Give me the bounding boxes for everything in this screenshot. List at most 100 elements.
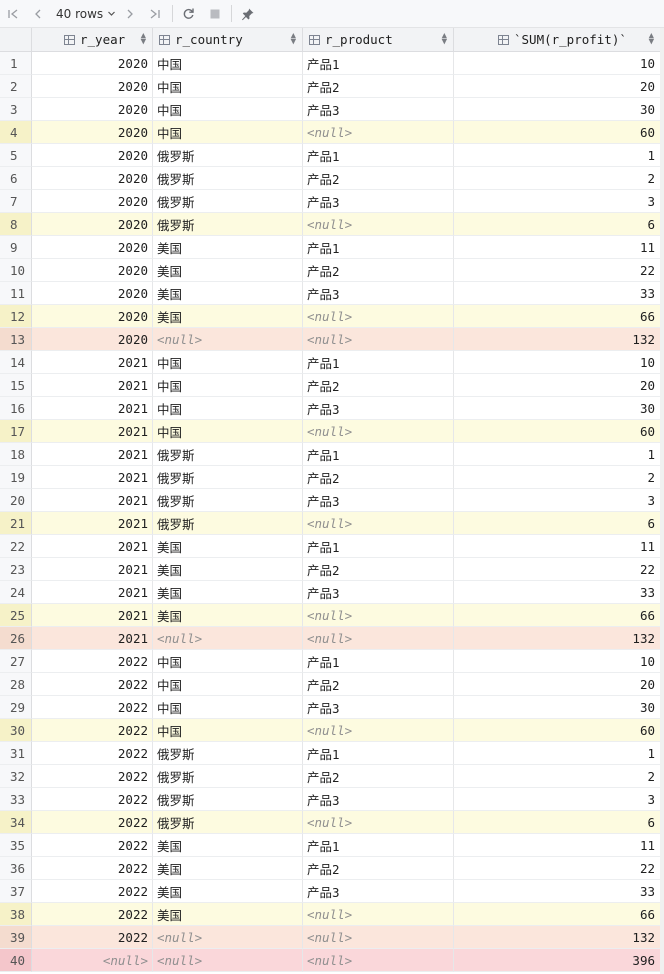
sum-r-profit-cell[interactable]: 10 [454,650,660,673]
r-year-cell[interactable]: 2022 [32,650,153,673]
sum-r-profit-cell[interactable]: 22 [454,857,660,880]
table-row[interactable]: 16 2021 中国 产品3 30 [0,397,664,420]
sum-r-profit-cell[interactable]: 22 [454,558,660,581]
r-product-cell[interactable]: <null> [303,305,454,328]
r-product-cell[interactable]: 产品2 [303,765,454,788]
sum-r-profit-cell[interactable]: 33 [454,581,660,604]
r-year-cell[interactable]: 2021 [32,397,153,420]
r-year-cell[interactable]: 2021 [32,558,153,581]
r-product-cell[interactable]: 产品3 [303,581,454,604]
row-number-cell[interactable]: 38 [0,903,32,926]
sum-r-profit-cell[interactable]: 132 [454,627,660,650]
sum-r-profit-cell[interactable]: 2 [454,167,660,190]
r-country-cell[interactable]: 美国 [153,305,303,328]
r-product-cell[interactable]: <null> [303,719,454,742]
r-country-cell[interactable]: 俄罗斯 [153,742,303,765]
table-row[interactable]: 40 <null> <null> <null> 396 [0,949,664,972]
r-year-cell[interactable]: 2022 [32,742,153,765]
r-country-cell[interactable]: 俄罗斯 [153,489,303,512]
sort-icon[interactable]: ▲ ▼ [648,31,654,47]
sum-r-profit-cell[interactable]: 20 [454,374,660,397]
r-year-cell[interactable]: 2020 [32,144,153,167]
r-country-cell[interactable]: 俄罗斯 [153,443,303,466]
r-product-cell[interactable]: 产品2 [303,167,454,190]
r-country-cell[interactable]: 美国 [153,535,303,558]
table-row[interactable]: 18 2021 俄罗斯 产品1 1 [0,443,664,466]
r-country-cell[interactable]: 中国 [153,696,303,719]
table-row[interactable]: 13 2020 <null> <null> 132 [0,328,664,351]
r-year-cell[interactable]: 2022 [32,765,153,788]
row-number-cell[interactable]: 36 [0,857,32,880]
r-product-cell[interactable]: 产品1 [303,535,454,558]
table-row[interactable]: 10 2020 美国 产品2 22 [0,259,664,282]
row-number-cell[interactable]: 33 [0,788,32,811]
r-product-cell[interactable]: 产品1 [303,443,454,466]
r-year-cell[interactable]: 2020 [32,328,153,351]
sum-r-profit-cell[interactable]: 2 [454,765,660,788]
refresh-icon[interactable] [179,0,197,27]
r-country-cell[interactable]: 美国 [153,259,303,282]
sum-r-profit-cell[interactable]: 11 [454,535,660,558]
row-number-cell[interactable]: 7 [0,190,32,213]
r-country-cell[interactable]: 中国 [153,75,303,98]
table-row[interactable]: 12 2020 美国 <null> 66 [0,305,664,328]
row-number-cell[interactable]: 3 [0,98,32,121]
r-product-cell[interactable]: <null> [303,903,454,926]
row-number-cell[interactable]: 30 [0,719,32,742]
r-year-cell[interactable]: 2022 [32,857,153,880]
r-country-cell[interactable]: 美国 [153,857,303,880]
r-country-cell[interactable]: 中国 [153,52,303,75]
table-row[interactable]: 24 2021 美国 产品3 33 [0,581,664,604]
r-product-cell[interactable]: 产品1 [303,742,454,765]
sum-r-profit-cell[interactable]: 66 [454,604,660,627]
table-row[interactable]: 32 2022 俄罗斯 产品2 2 [0,765,664,788]
sum-r-profit-cell[interactable]: 10 [454,351,660,374]
r-country-cell[interactable]: 俄罗斯 [153,466,303,489]
row-number-cell[interactable]: 13 [0,328,32,351]
r-product-cell[interactable]: 产品2 [303,558,454,581]
table-row[interactable]: 5 2020 俄罗斯 产品1 1 [0,144,664,167]
r-product-cell[interactable]: 产品2 [303,259,454,282]
column-header-r-product[interactable]: r_product ▲ ▼ [303,28,454,51]
row-number-cell[interactable]: 15 [0,374,32,397]
row-number-cell[interactable]: 32 [0,765,32,788]
table-row[interactable]: 6 2020 俄罗斯 产品2 2 [0,167,664,190]
row-number-cell[interactable]: 4 [0,121,32,144]
sum-r-profit-cell[interactable]: 1 [454,443,660,466]
row-number-cell[interactable]: 20 [0,489,32,512]
r-country-cell[interactable]: 中国 [153,650,303,673]
r-product-cell[interactable]: 产品1 [303,834,454,857]
r-year-cell[interactable]: 2021 [32,466,153,489]
r-year-cell[interactable]: <null> [32,949,153,972]
sum-r-profit-cell[interactable]: 11 [454,834,660,857]
table-row[interactable]: 19 2021 俄罗斯 产品2 2 [0,466,664,489]
r-country-cell[interactable]: 中国 [153,121,303,144]
prev-page-icon[interactable] [29,0,47,27]
table-row[interactable]: 20 2021 俄罗斯 产品3 3 [0,489,664,512]
r-country-cell[interactable]: 俄罗斯 [153,190,303,213]
row-number-cell[interactable]: 11 [0,282,32,305]
sum-r-profit-cell[interactable]: 1 [454,144,660,167]
r-year-cell[interactable]: 2022 [32,926,153,949]
row-number-cell[interactable]: 10 [0,259,32,282]
row-number-cell[interactable]: 12 [0,305,32,328]
table-row[interactable]: 8 2020 俄罗斯 <null> 6 [0,213,664,236]
row-number-cell[interactable]: 17 [0,420,32,443]
sum-r-profit-cell[interactable]: 6 [454,811,660,834]
table-row[interactable]: 7 2020 俄罗斯 产品3 3 [0,190,664,213]
r-year-cell[interactable]: 2021 [32,443,153,466]
row-number-cell[interactable]: 6 [0,167,32,190]
r-product-cell[interactable]: 产品1 [303,650,454,673]
r-product-cell[interactable]: 产品3 [303,489,454,512]
r-year-cell[interactable]: 2021 [32,604,153,627]
last-page-icon[interactable] [146,0,164,27]
sum-r-profit-cell[interactable]: 60 [454,420,660,443]
table-row[interactable]: 15 2021 中国 产品2 20 [0,374,664,397]
table-row[interactable]: 31 2022 俄罗斯 产品1 1 [0,742,664,765]
r-country-cell[interactable]: 俄罗斯 [153,788,303,811]
r-country-cell[interactable]: 美国 [153,558,303,581]
table-row[interactable]: 37 2022 美国 产品3 33 [0,880,664,903]
r-product-cell[interactable]: <null> [303,512,454,535]
r-country-cell[interactable]: 俄罗斯 [153,765,303,788]
row-number-cell[interactable]: 25 [0,604,32,627]
